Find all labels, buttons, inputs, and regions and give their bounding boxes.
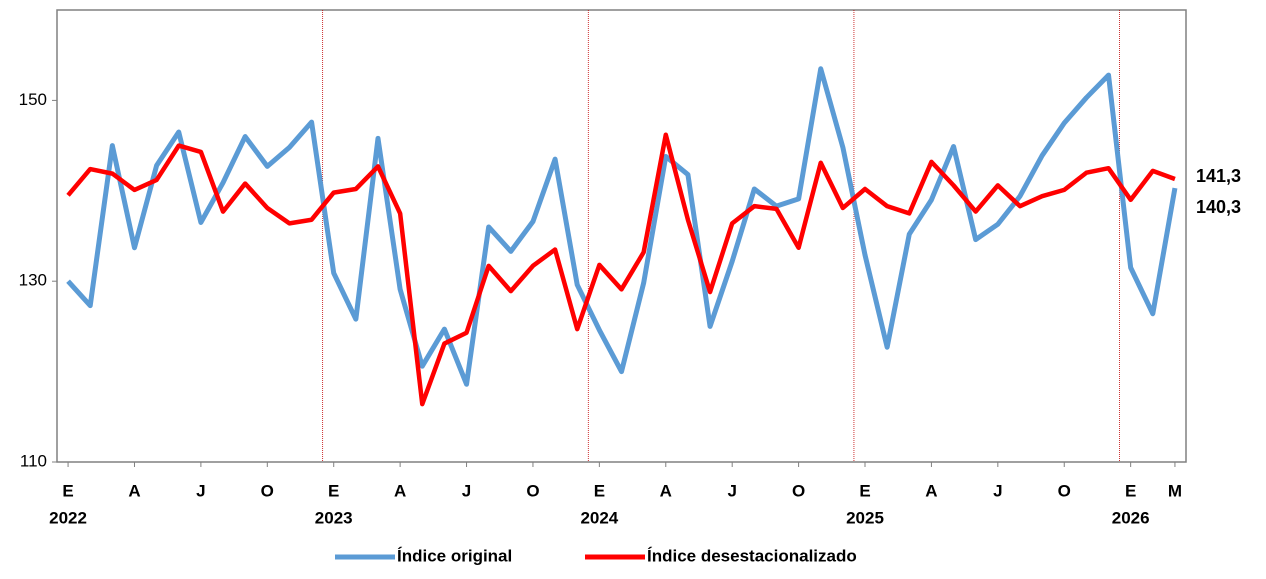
x-tick-label: E	[859, 481, 870, 500]
legend-label: Índice desestacionalizado	[647, 546, 857, 565]
x-tick-label: A	[394, 481, 406, 500]
x-tick-label: O	[792, 481, 805, 500]
x-tick-label: M	[1168, 481, 1182, 500]
x-group-label: 2026	[1112, 508, 1150, 527]
x-tick-label: E	[62, 481, 73, 500]
y-tick-label: 150	[19, 90, 47, 109]
x-tick-label: J	[196, 481, 205, 500]
series-line	[66, 66, 1178, 387]
x-tick-label: J	[727, 481, 736, 500]
x-tick-label: A	[660, 481, 672, 500]
series-line	[66, 132, 1176, 407]
x-tick-label: E	[1125, 481, 1136, 500]
x-group-label: 2024	[580, 508, 618, 527]
x-tick-label: A	[925, 481, 937, 500]
x-tick-label: O	[526, 481, 539, 500]
x-tick-label: J	[993, 481, 1002, 500]
x-tick-label: J	[462, 481, 471, 500]
x-group-label: 2023	[315, 508, 353, 527]
x-tick-label: O	[1058, 481, 1071, 500]
value-label: 141,3	[1196, 166, 1241, 186]
x-tick-label: A	[128, 481, 140, 500]
x-tick-label: E	[328, 481, 339, 500]
value-label: 140,3	[1196, 197, 1241, 217]
x-group-label: 2025	[846, 508, 884, 527]
x-tick-label: O	[261, 481, 274, 500]
x-group-label: 2022	[49, 508, 87, 527]
x-tick-label: E	[594, 481, 605, 500]
plot-frame	[56, 9, 1187, 463]
y-tick-label: 110	[20, 451, 47, 470]
y-tick-label: 130	[19, 271, 47, 290]
legend-label: Índice original	[397, 546, 512, 565]
